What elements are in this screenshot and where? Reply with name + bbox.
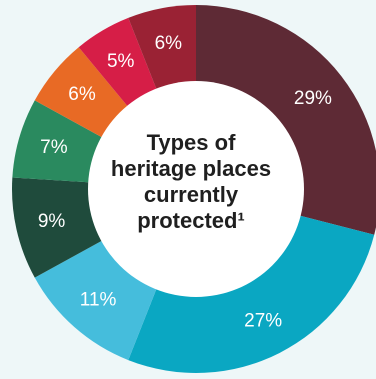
chart-title-line-4: protected¹ [137, 208, 245, 233]
chart-title: Types of heritage places currently prote… [96, 130, 286, 234]
chart-title-line-3: currently [143, 182, 239, 207]
labels-group: 29% 27% 11% 9% 7% 6% 5% 6% [38, 33, 332, 331]
chart-title-line-2: heritage places [110, 156, 272, 181]
donut-hole [88, 81, 304, 297]
chart-title-line-1: Types of [146, 130, 236, 155]
slice-label-3: 11% [80, 290, 117, 311]
slice-label-2: 27% [244, 310, 282, 331]
slice-label-4: 9% [38, 211, 66, 232]
slice-label-6: 6% [68, 84, 96, 105]
slice-label-5: 7% [40, 137, 68, 158]
slice-label-1: 29% [294, 88, 332, 109]
slice-label-8: 6% [155, 33, 183, 54]
slice-label-7: 5% [107, 51, 135, 72]
